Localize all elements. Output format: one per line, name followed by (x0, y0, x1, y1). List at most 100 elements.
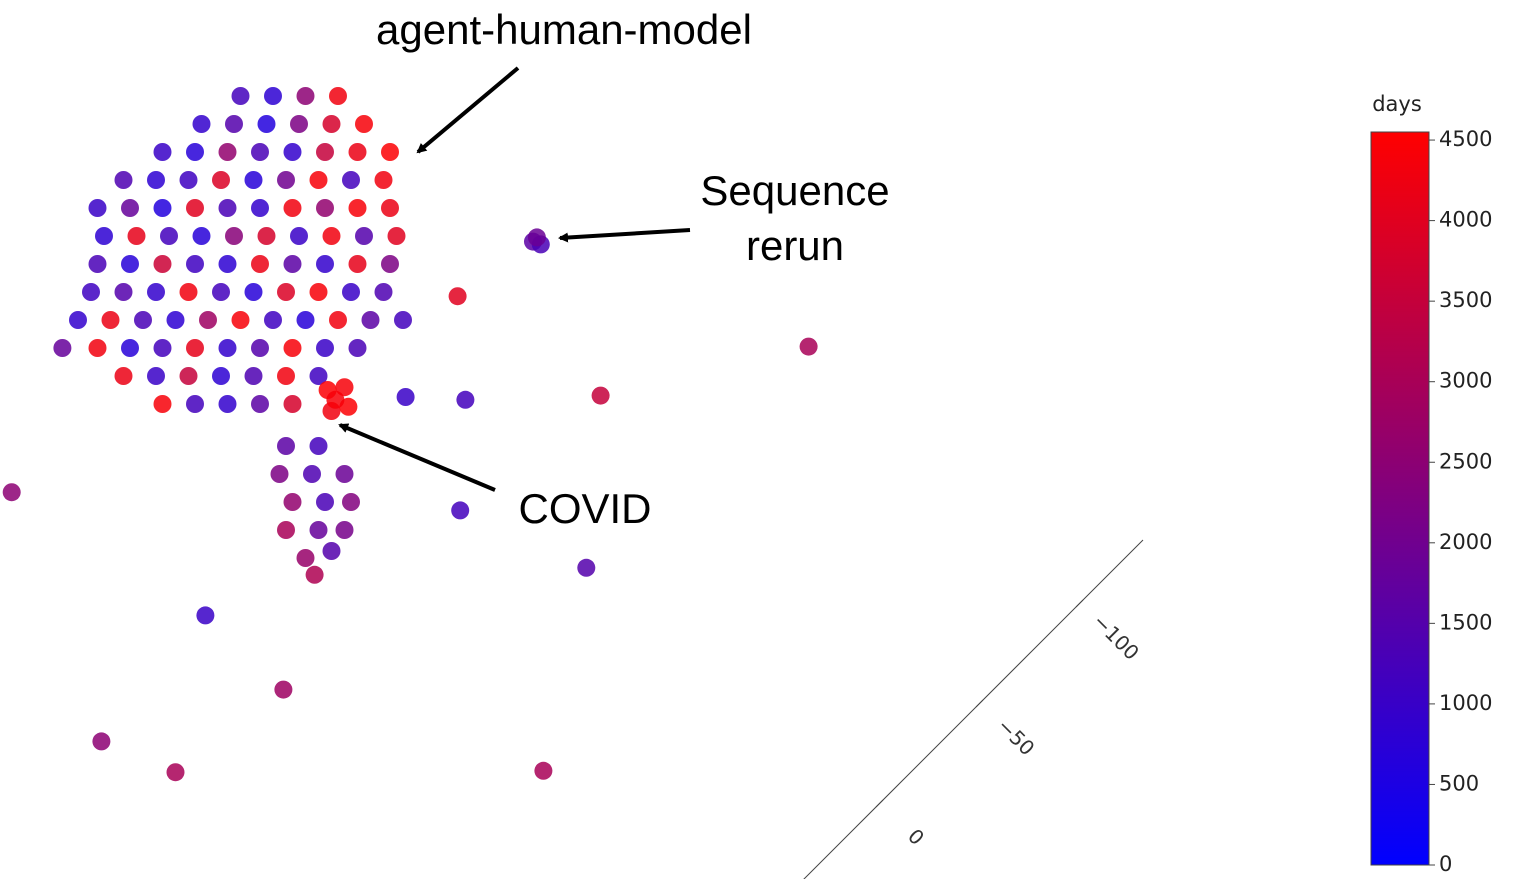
point (329, 87, 347, 105)
tick-mark (1075, 599, 1084, 608)
point (251, 339, 269, 357)
point (225, 115, 243, 133)
point (355, 227, 373, 245)
point (153, 255, 172, 273)
point (251, 143, 269, 161)
point (381, 255, 399, 273)
colorbar-title: days (1372, 92, 1422, 116)
point (316, 255, 334, 273)
point (577, 558, 596, 577)
point (251, 255, 269, 273)
point (186, 199, 204, 217)
point (244, 283, 263, 301)
point (381, 143, 399, 161)
point (231, 87, 250, 105)
point (348, 143, 367, 161)
point (186, 143, 204, 161)
point (121, 339, 139, 357)
colorbar-tick-label: 3500 (1439, 288, 1492, 312)
point (212, 367, 230, 385)
point (335, 521, 354, 539)
point (274, 680, 293, 699)
arrow (338, 423, 496, 492)
point (257, 227, 276, 245)
point (348, 255, 367, 273)
point (186, 255, 204, 273)
point (212, 171, 230, 189)
point (283, 339, 302, 357)
point (88, 255, 107, 273)
colorbar-fill (1370, 131, 1430, 866)
point (277, 437, 295, 455)
point (153, 143, 172, 161)
point (160, 227, 178, 245)
point (316, 199, 334, 217)
point (153, 339, 172, 357)
colorbar-tick-label: 0 (1439, 852, 1452, 876)
point (186, 395, 204, 413)
z-tick-label: −50 (993, 714, 1040, 761)
point (82, 283, 100, 301)
point (251, 199, 269, 217)
colorbar-tick-label: 1000 (1439, 691, 1492, 715)
point (88, 199, 107, 217)
point (322, 542, 341, 560)
point (257, 115, 276, 133)
point (591, 386, 610, 405)
point (244, 367, 263, 385)
arrow (416, 66, 520, 154)
point (342, 493, 360, 511)
point (225, 227, 243, 245)
point (179, 171, 198, 189)
point (134, 311, 152, 329)
point (2, 483, 21, 502)
point (374, 283, 393, 301)
point (277, 171, 295, 189)
point (290, 115, 308, 133)
point (114, 283, 133, 301)
annotation: agent-human-model (376, 6, 752, 53)
annotation: rerun (746, 222, 844, 269)
point (283, 493, 302, 511)
point (101, 311, 120, 329)
point (277, 367, 295, 385)
point (147, 171, 165, 189)
point (309, 367, 328, 385)
point (186, 339, 204, 357)
point (296, 549, 315, 567)
point (153, 199, 172, 217)
point (396, 388, 415, 406)
point (251, 395, 269, 413)
colorbar-tick-label: 2000 (1439, 530, 1492, 554)
point (335, 378, 354, 397)
point (218, 199, 237, 217)
point (374, 171, 393, 189)
point (387, 227, 406, 245)
point (270, 465, 289, 483)
point (335, 465, 354, 483)
annotation: Sequence (700, 167, 889, 214)
point (121, 255, 139, 273)
point (179, 283, 198, 301)
point (166, 311, 185, 329)
point (283, 143, 302, 161)
point (316, 339, 334, 357)
point (322, 115, 341, 133)
point (277, 283, 295, 301)
point (218, 339, 237, 357)
point (244, 171, 263, 189)
point (153, 395, 172, 413)
point (283, 199, 302, 217)
point (348, 339, 367, 357)
point (451, 501, 470, 520)
point (394, 311, 412, 329)
point (69, 311, 87, 329)
colorbar-tick-label: 500 (1439, 771, 1479, 795)
z-tick-label: −100 (1088, 609, 1144, 665)
point (147, 283, 165, 301)
point (799, 337, 818, 356)
z-tick-label: 0 (903, 824, 929, 850)
point (199, 311, 217, 329)
point (121, 199, 139, 217)
